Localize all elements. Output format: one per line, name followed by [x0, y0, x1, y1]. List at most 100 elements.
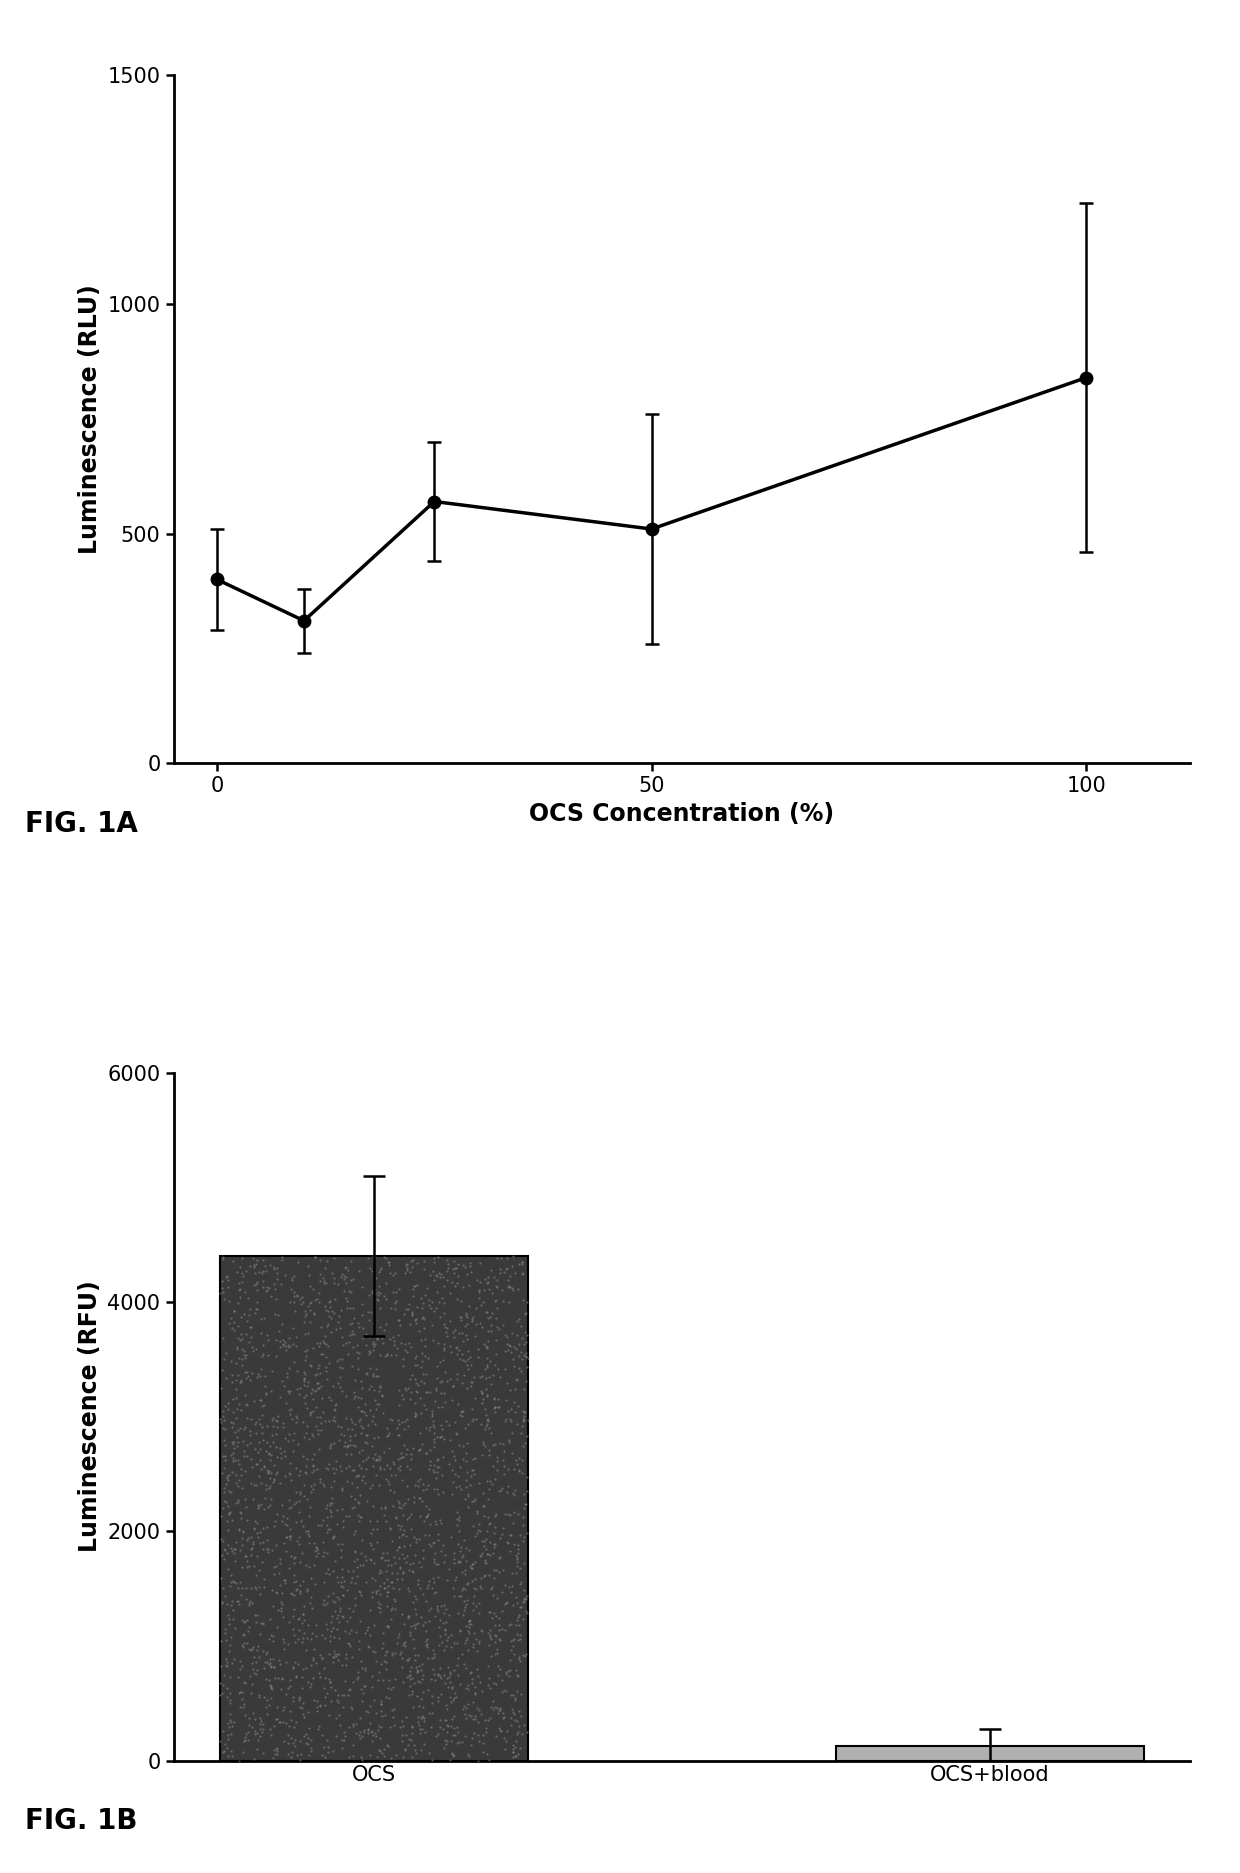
- Point: [389, 1487, 409, 1517]
- Point: [372, 1738, 392, 1768]
- Point: [219, 1461, 239, 1491]
- Point: [379, 1453, 399, 1483]
- Point: [392, 1465, 412, 1495]
- Point: [268, 1693, 288, 1723]
- Point: [441, 1740, 461, 1770]
- Point: [489, 1695, 508, 1725]
- Point: [270, 1433, 290, 1463]
- Point: [274, 1528, 294, 1558]
- Point: [320, 1701, 340, 1731]
- Point: [320, 1431, 340, 1461]
- Point: [211, 1667, 231, 1697]
- Point: [304, 1298, 324, 1328]
- Point: [443, 1455, 463, 1485]
- Point: [257, 1639, 277, 1669]
- Point: [221, 1630, 241, 1659]
- Point: [320, 1667, 340, 1697]
- Point: [337, 1285, 357, 1315]
- Point: [501, 1656, 521, 1686]
- Point: [388, 1534, 408, 1564]
- Point: [213, 1716, 233, 1746]
- Point: [352, 1721, 372, 1751]
- Point: [402, 1712, 422, 1742]
- Point: [254, 1571, 274, 1601]
- Point: [258, 1320, 278, 1350]
- Point: [417, 1500, 436, 1530]
- Point: [213, 1671, 233, 1701]
- Point: [321, 1607, 341, 1637]
- Point: [376, 1545, 396, 1575]
- Point: [446, 1510, 466, 1540]
- Point: [461, 1394, 481, 1423]
- Point: [213, 1401, 233, 1431]
- Point: [295, 1335, 315, 1365]
- Point: [290, 1547, 310, 1577]
- Point: [223, 1444, 243, 1474]
- Point: [477, 1515, 497, 1545]
- Point: [480, 1526, 500, 1556]
- Point: [409, 1317, 429, 1347]
- Point: [506, 1583, 526, 1613]
- Point: [221, 1560, 241, 1590]
- Point: [511, 1311, 531, 1341]
- Point: [286, 1401, 306, 1431]
- Point: [324, 1467, 343, 1497]
- Point: [215, 1618, 234, 1648]
- Point: [466, 1405, 486, 1435]
- Point: [298, 1251, 317, 1281]
- Point: [401, 1513, 420, 1543]
- Point: [285, 1725, 305, 1755]
- Point: [284, 1543, 304, 1573]
- Point: [233, 1631, 253, 1661]
- Point: [242, 1669, 262, 1699]
- Point: [415, 1324, 435, 1354]
- Point: [413, 1476, 433, 1506]
- Point: [264, 1734, 284, 1764]
- Point: [496, 1588, 516, 1618]
- Point: [374, 1646, 394, 1676]
- Point: [510, 1521, 529, 1551]
- Point: [279, 1322, 299, 1352]
- Point: [277, 1708, 296, 1738]
- Point: [341, 1693, 361, 1723]
- Point: [507, 1450, 527, 1480]
- Point: [475, 1545, 495, 1575]
- Point: [415, 1438, 435, 1468]
- Point: [360, 1543, 379, 1573]
- Point: [479, 1510, 498, 1540]
- Point: [296, 1300, 316, 1330]
- Point: [299, 1261, 319, 1290]
- Point: [458, 1373, 477, 1403]
- Point: [320, 1622, 340, 1652]
- Point: [304, 1686, 324, 1716]
- Point: [286, 1573, 306, 1603]
- Point: [352, 1465, 372, 1495]
- Point: [480, 1302, 500, 1332]
- Point: [392, 1442, 412, 1472]
- Point: [228, 1289, 248, 1319]
- Point: [238, 1590, 258, 1620]
- Point: [314, 1266, 334, 1296]
- Point: [494, 1459, 513, 1489]
- Point: [340, 1422, 360, 1452]
- Point: [237, 1403, 257, 1433]
- Point: [299, 1714, 319, 1744]
- Point: [439, 1555, 459, 1585]
- Point: [360, 1596, 379, 1626]
- Point: [243, 1483, 263, 1513]
- Point: [450, 1401, 470, 1431]
- Point: [470, 1517, 490, 1547]
- Point: [396, 1521, 415, 1551]
- Point: [425, 1549, 445, 1579]
- Point: [351, 1718, 371, 1748]
- Point: [295, 1457, 315, 1487]
- Point: [280, 1448, 300, 1478]
- Point: [284, 1277, 304, 1307]
- Point: [211, 1405, 231, 1435]
- Point: [310, 1639, 330, 1669]
- Point: [482, 1468, 502, 1498]
- Point: [484, 1452, 503, 1482]
- Point: [402, 1360, 422, 1390]
- Point: [301, 1472, 321, 1502]
- Point: [470, 1247, 490, 1277]
